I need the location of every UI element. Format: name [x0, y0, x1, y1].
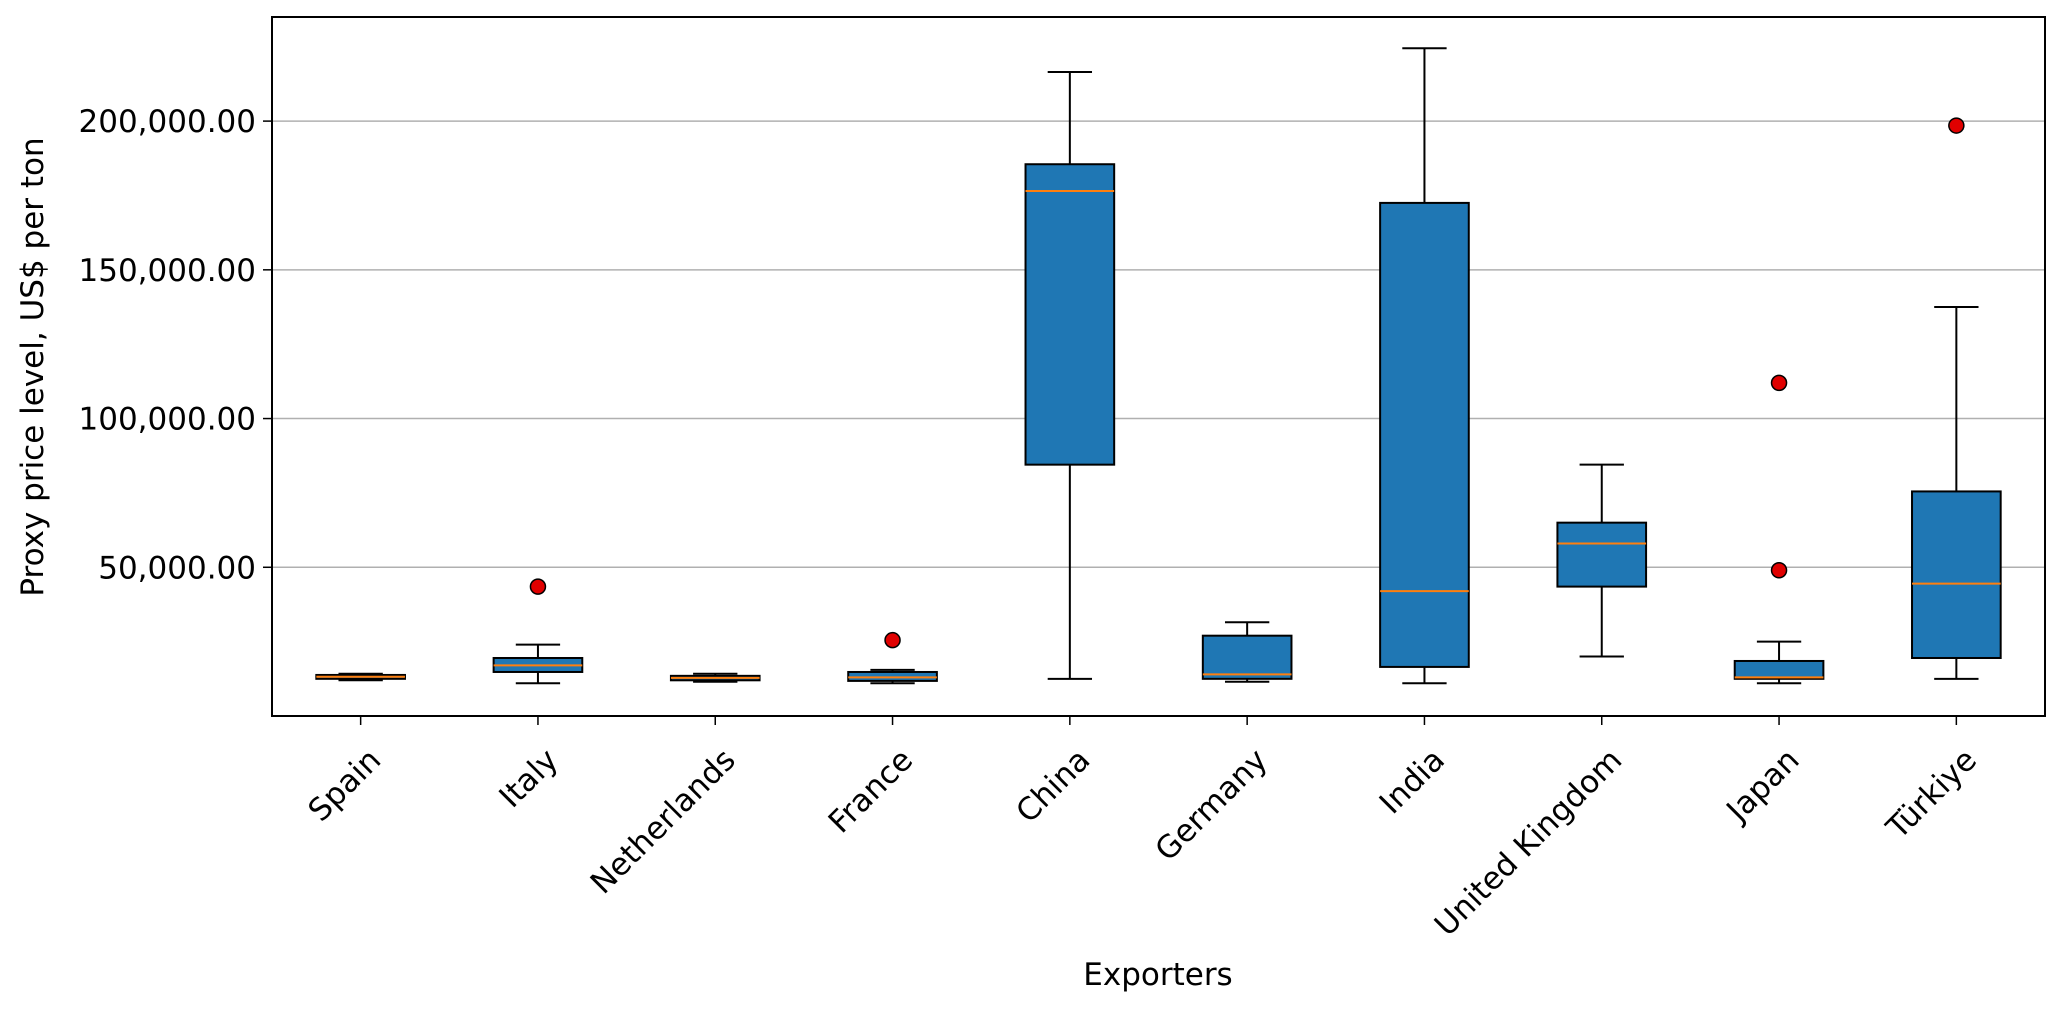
- box-body: [1911, 490, 2002, 659]
- plot-frame: [271, 16, 2046, 717]
- x-tick-label: China: [1009, 742, 1097, 830]
- outlier-point: [1948, 117, 1965, 134]
- x-axis: Spain Italy Netherlands France China Germany I…: [301, 716, 1984, 943]
- x-tick-label: Spain: [301, 742, 388, 829]
- y-tick-label: 50,000.00: [98, 550, 256, 586]
- x-axis-title: Exporters: [1083, 957, 1232, 993]
- box-netherlands: [669, 672, 761, 683]
- x-tick-label: Italy: [492, 742, 565, 815]
- box-united-kingdom: [1556, 463, 1648, 658]
- box-body: [1024, 163, 1116, 466]
- x-tick-label: India: [1373, 742, 1452, 821]
- x-tick-label: Germany: [1148, 742, 1274, 868]
- box-layer: [315, 47, 2002, 685]
- box-body: [1556, 521, 1648, 588]
- x-tick-label: Japan: [1719, 742, 1807, 830]
- y-axis: 50,000.00 100,000.00 150,000.00 200,000.00: [79, 104, 272, 586]
- box-germany: [1201, 621, 1293, 683]
- y-tick-label: 100,000.00: [79, 402, 257, 438]
- y-axis-title: Proxy price level, US$ per ton: [15, 137, 51, 596]
- box-france: [847, 631, 938, 685]
- box-italy: [492, 578, 584, 685]
- box-türkiye: [1911, 117, 2002, 680]
- box-body: [1201, 634, 1293, 680]
- outlier-point: [1770, 562, 1788, 579]
- box-china: [1024, 71, 1116, 680]
- x-tick-label: United Kingdom: [1428, 742, 1629, 943]
- x-tick-label: Netherlands: [584, 742, 743, 901]
- outlier-point: [529, 578, 547, 595]
- grid-layer: [272, 120, 2045, 569]
- box-body: [1733, 659, 1825, 680]
- outlier-point: [884, 631, 901, 649]
- box-india: [1379, 47, 1470, 685]
- y-tick-label: 200,000.00: [79, 104, 257, 140]
- y-tick-label: 150,000.00: [79, 253, 257, 289]
- box-japan: [1733, 374, 1825, 685]
- box-spain: [315, 672, 406, 682]
- outlier-point: [1770, 374, 1788, 392]
- box-body: [1379, 201, 1470, 668]
- x-tick-label: Türkiye: [1879, 742, 1984, 847]
- x-tick-label: France: [822, 742, 920, 840]
